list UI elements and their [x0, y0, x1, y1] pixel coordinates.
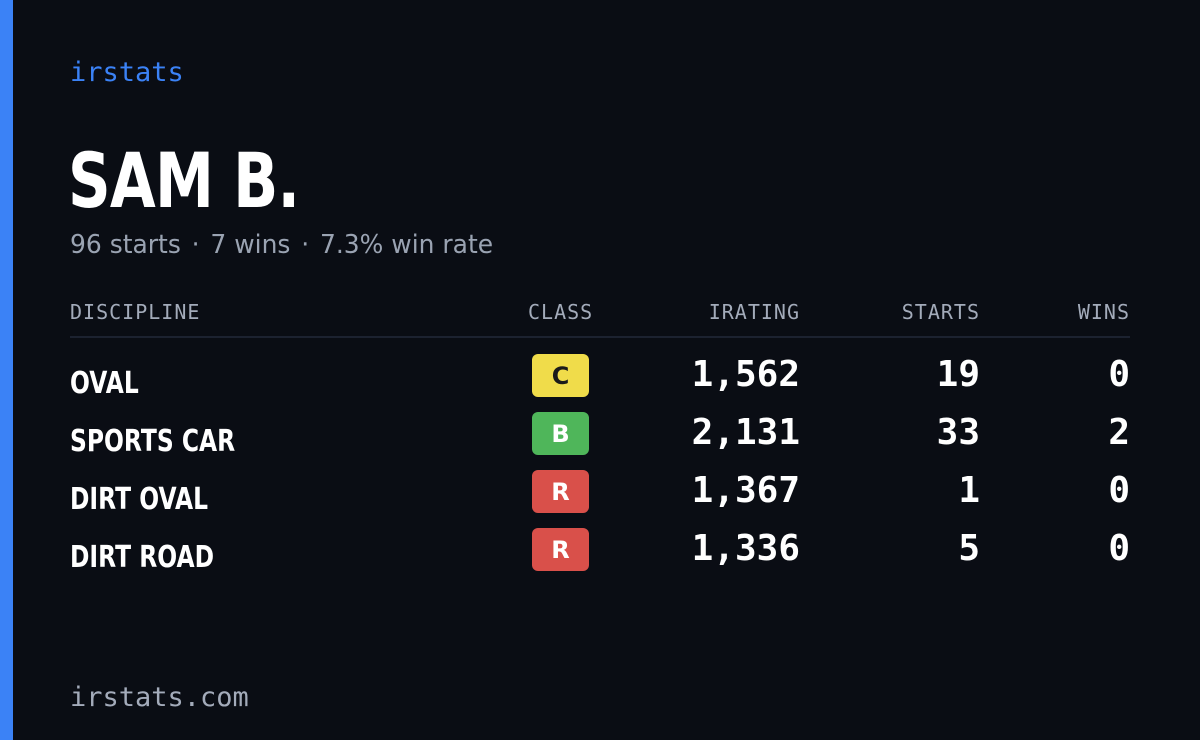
starts-value: 1: [958, 470, 980, 511]
wins-summary: 7 wins: [210, 230, 291, 260]
class-badge: C: [532, 354, 589, 397]
wins-value: 0: [1108, 470, 1130, 511]
wins-value: 0: [1108, 528, 1130, 569]
starts-value: 5: [958, 528, 980, 569]
starts-summary: 96 starts: [70, 230, 181, 260]
header-wins: WINS: [1077, 300, 1130, 324]
irating-value: 1,367: [691, 470, 800, 511]
discipline-table: DISCIPLINE CLASS IRATING STARTS WINS OVA…: [70, 296, 1130, 584]
discipline-name: OVAL: [70, 366, 139, 401]
wins-value: 0: [1108, 354, 1130, 395]
header-class: CLASS: [528, 300, 594, 324]
discipline-name: DIRT ROAD: [70, 540, 215, 575]
footer-domain: irstats.com: [70, 682, 249, 713]
table-header: DISCIPLINE CLASS IRATING STARTS WINS: [70, 296, 1130, 338]
header-discipline: DISCIPLINE: [70, 300, 201, 324]
header-starts: STARTS: [901, 300, 980, 324]
wins-value: 2: [1108, 412, 1130, 453]
accent-bar: [0, 0, 13, 740]
win-rate-summary: 7.3% win rate: [319, 230, 494, 260]
brand-logo: irstats: [70, 57, 184, 88]
discipline-name: SPORTS CAR: [70, 424, 236, 459]
class-badge: R: [532, 528, 589, 571]
player-name: SAM B.: [68, 136, 300, 225]
separator: ·: [191, 230, 200, 260]
irating-value: 1,336: [691, 528, 800, 569]
irating-value: 2,131: [691, 412, 800, 453]
discipline-name: DIRT OVAL: [70, 482, 209, 517]
class-badge: R: [532, 470, 589, 513]
starts-value: 19: [936, 354, 980, 395]
player-summary: 96 starts · 7 wins · 7.3% win rate: [70, 228, 493, 262]
class-badge: B: [532, 412, 589, 455]
header-irating: IRATING: [708, 300, 800, 324]
starts-value: 33: [936, 412, 980, 453]
irating-value: 1,562: [691, 354, 800, 395]
separator: ·: [301, 230, 310, 260]
table-row: SPORTS CAR B 2,131 33 2: [70, 410, 1130, 468]
table-row: OVAL C 1,562 19 0: [70, 352, 1130, 410]
table-body: OVAL C 1,562 19 0 SPORTS CAR B 2,131 33 …: [70, 338, 1130, 584]
table-row: DIRT OVAL R 1,367 1 0: [70, 468, 1130, 526]
table-row: DIRT ROAD R 1,336 5 0: [70, 526, 1130, 584]
